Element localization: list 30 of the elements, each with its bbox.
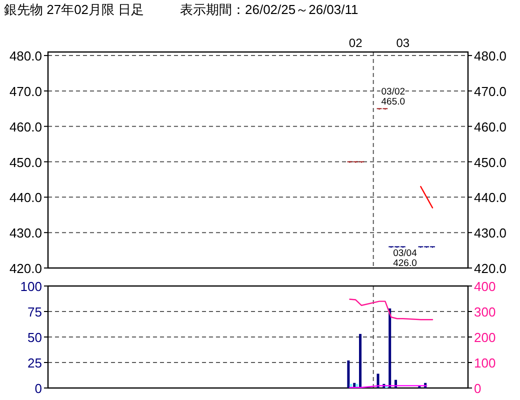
y-tick-label: 460.0 [9, 119, 42, 134]
annotation: 03/04 426.0 [393, 248, 417, 269]
y2-tick-label: 200 [474, 330, 496, 345]
y-tick-label: 430.0 [9, 226, 42, 241]
y-tick-label: 0 [34, 381, 42, 396]
y2-tick-label: 0 [474, 381, 482, 396]
y2-tick-label: 100 [474, 356, 496, 370]
x-tick-label: 03 [396, 36, 410, 50]
y2-tick-label: 440.0 [474, 190, 507, 206]
x-tick-label: 02 [348, 36, 363, 50]
y2-tick-label: 450.0 [474, 154, 507, 170]
y2-tick-label: 460.0 [474, 119, 507, 134]
y-tick-label: 50 [28, 330, 42, 345]
annotation: 03/02 465.0 [381, 86, 406, 108]
y-tick-label: 480.0 [9, 48, 42, 64]
y-tick-label: 75 [28, 304, 42, 320]
y-tick-label: 470.0 [9, 84, 42, 99]
y-tick-label: 25 [28, 356, 42, 370]
y-tick-label: 100 [20, 279, 42, 294]
y-tick-label: 450.0 [9, 154, 42, 170]
y2-tick-label: 300 [474, 304, 496, 320]
y-tick-label: 420.0 [9, 261, 42, 276]
chart-subtitle: 表示期間：26/02/25～26/03/11 [180, 2, 358, 17]
y2-tick-label: 470.0 [474, 84, 507, 99]
y-tick-label: 440.0 [9, 190, 42, 206]
y2-tick-label: 480.0 [474, 48, 507, 64]
y2-tick-label: 430.0 [474, 226, 507, 241]
y2-tick-label: 420.0 [474, 261, 507, 276]
y2-tick-label: 400 [474, 279, 496, 294]
chart-title: 銀先物 27年02月限 日足 [4, 2, 144, 17]
